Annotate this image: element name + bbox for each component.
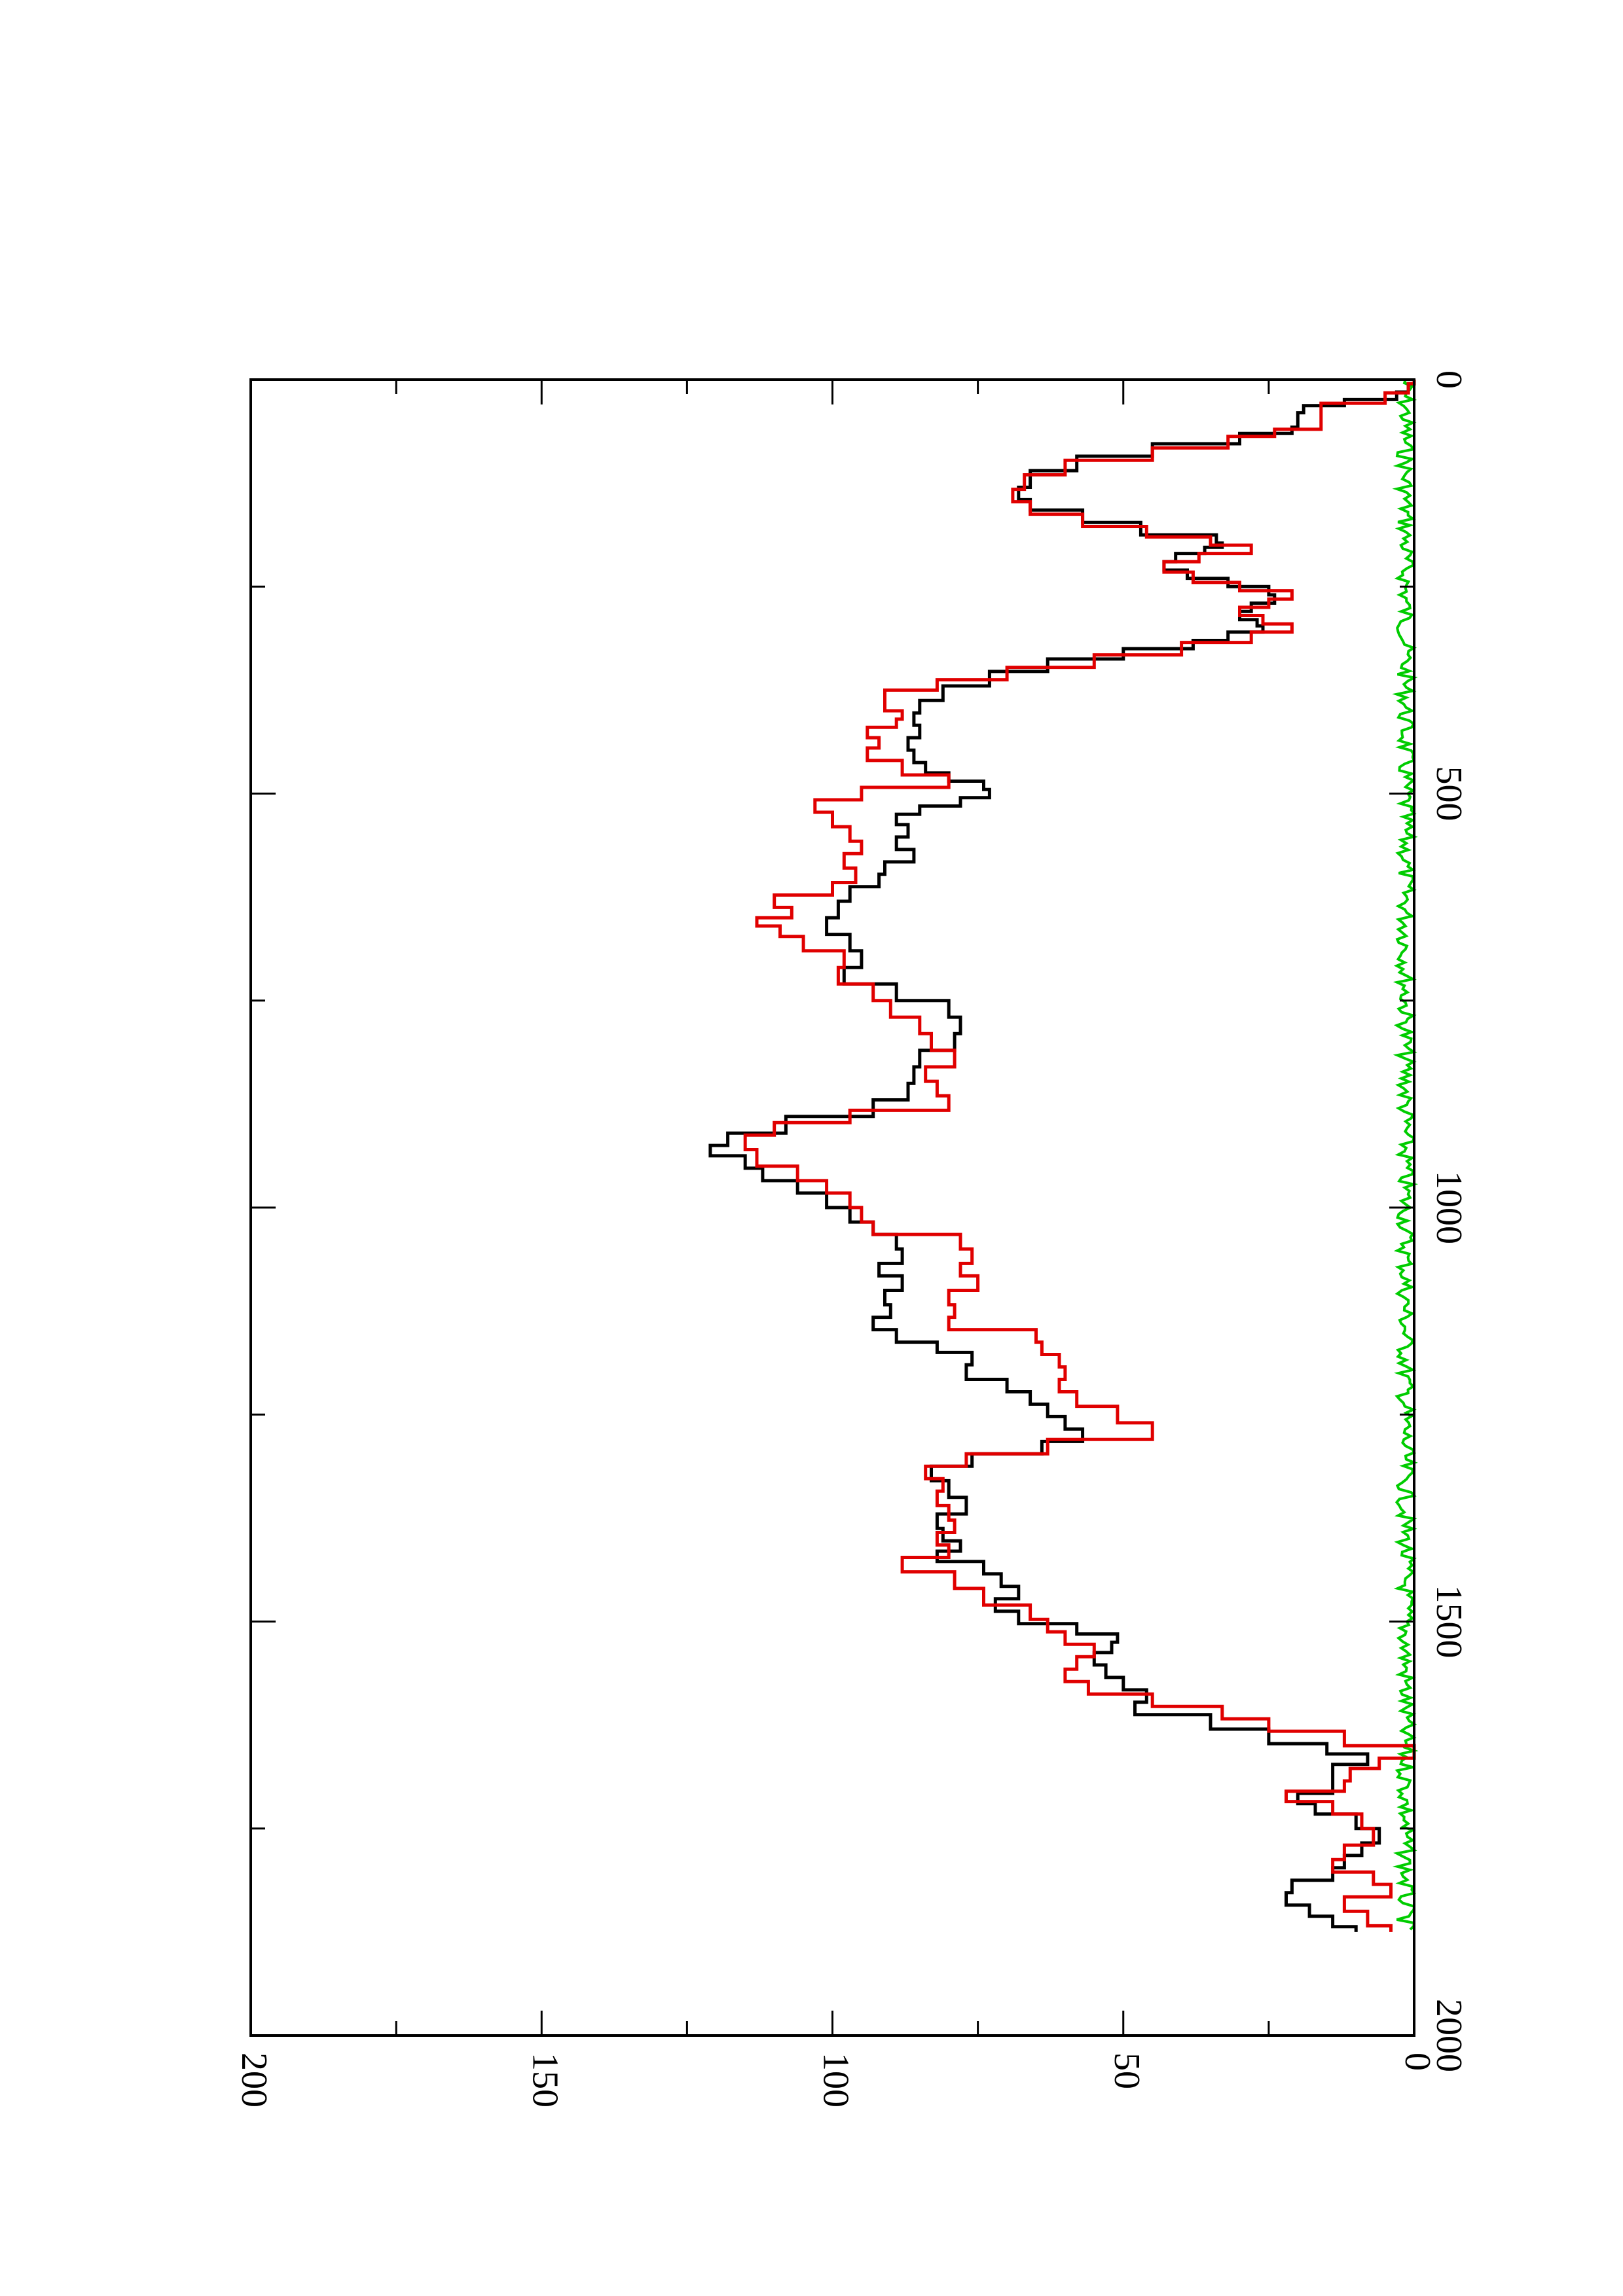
ticks-layer bbox=[249, 378, 1415, 2037]
y-tick-label: 200 bbox=[234, 2053, 274, 2108]
x-tick-label: 2000 bbox=[1429, 1999, 1469, 2072]
series-layer bbox=[708, 379, 1419, 1932]
x-tick-label: 1500 bbox=[1429, 1585, 1469, 1659]
x-tick-label: 500 bbox=[1429, 766, 1469, 821]
y-tick-label: 150 bbox=[524, 2053, 565, 2108]
y-tick-label: 0 bbox=[1397, 2053, 1438, 2071]
series-line-green bbox=[1392, 379, 1419, 1931]
x-tick-label: 0 bbox=[1429, 370, 1469, 389]
x-tick-label: 1000 bbox=[1429, 1171, 1469, 1244]
y-tick-label: 100 bbox=[816, 2053, 856, 2108]
y-tick-label: 50 bbox=[1106, 2053, 1147, 2089]
series-line-red bbox=[743, 380, 1416, 1932]
series-line-black bbox=[708, 380, 1416, 1932]
